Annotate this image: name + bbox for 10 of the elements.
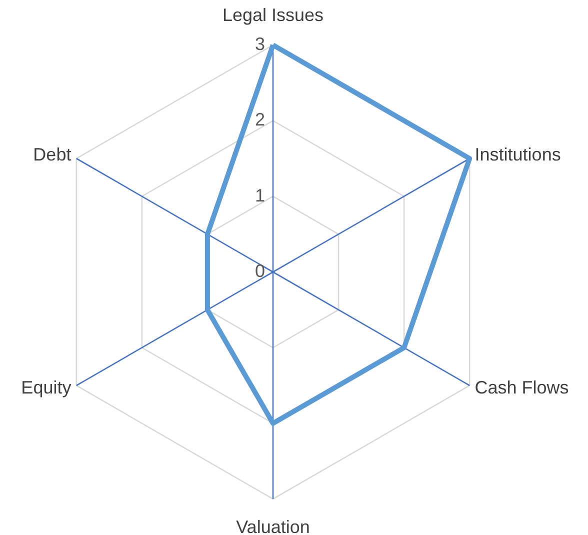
y-tick-label: 2 xyxy=(254,110,265,130)
y-tick-label: 3 xyxy=(254,34,265,54)
y-tick-label: 1 xyxy=(254,185,265,206)
spoke-label: Legal Issues xyxy=(222,5,324,25)
spoke-label: Debt xyxy=(33,144,72,164)
spoke-label: Cash Flows xyxy=(474,378,569,398)
spoke-label: Institutions xyxy=(474,144,561,164)
spoke-label: Equity xyxy=(21,378,72,398)
spoke-label: Valuation xyxy=(236,517,310,535)
y-tick-label: 0 xyxy=(254,261,265,281)
